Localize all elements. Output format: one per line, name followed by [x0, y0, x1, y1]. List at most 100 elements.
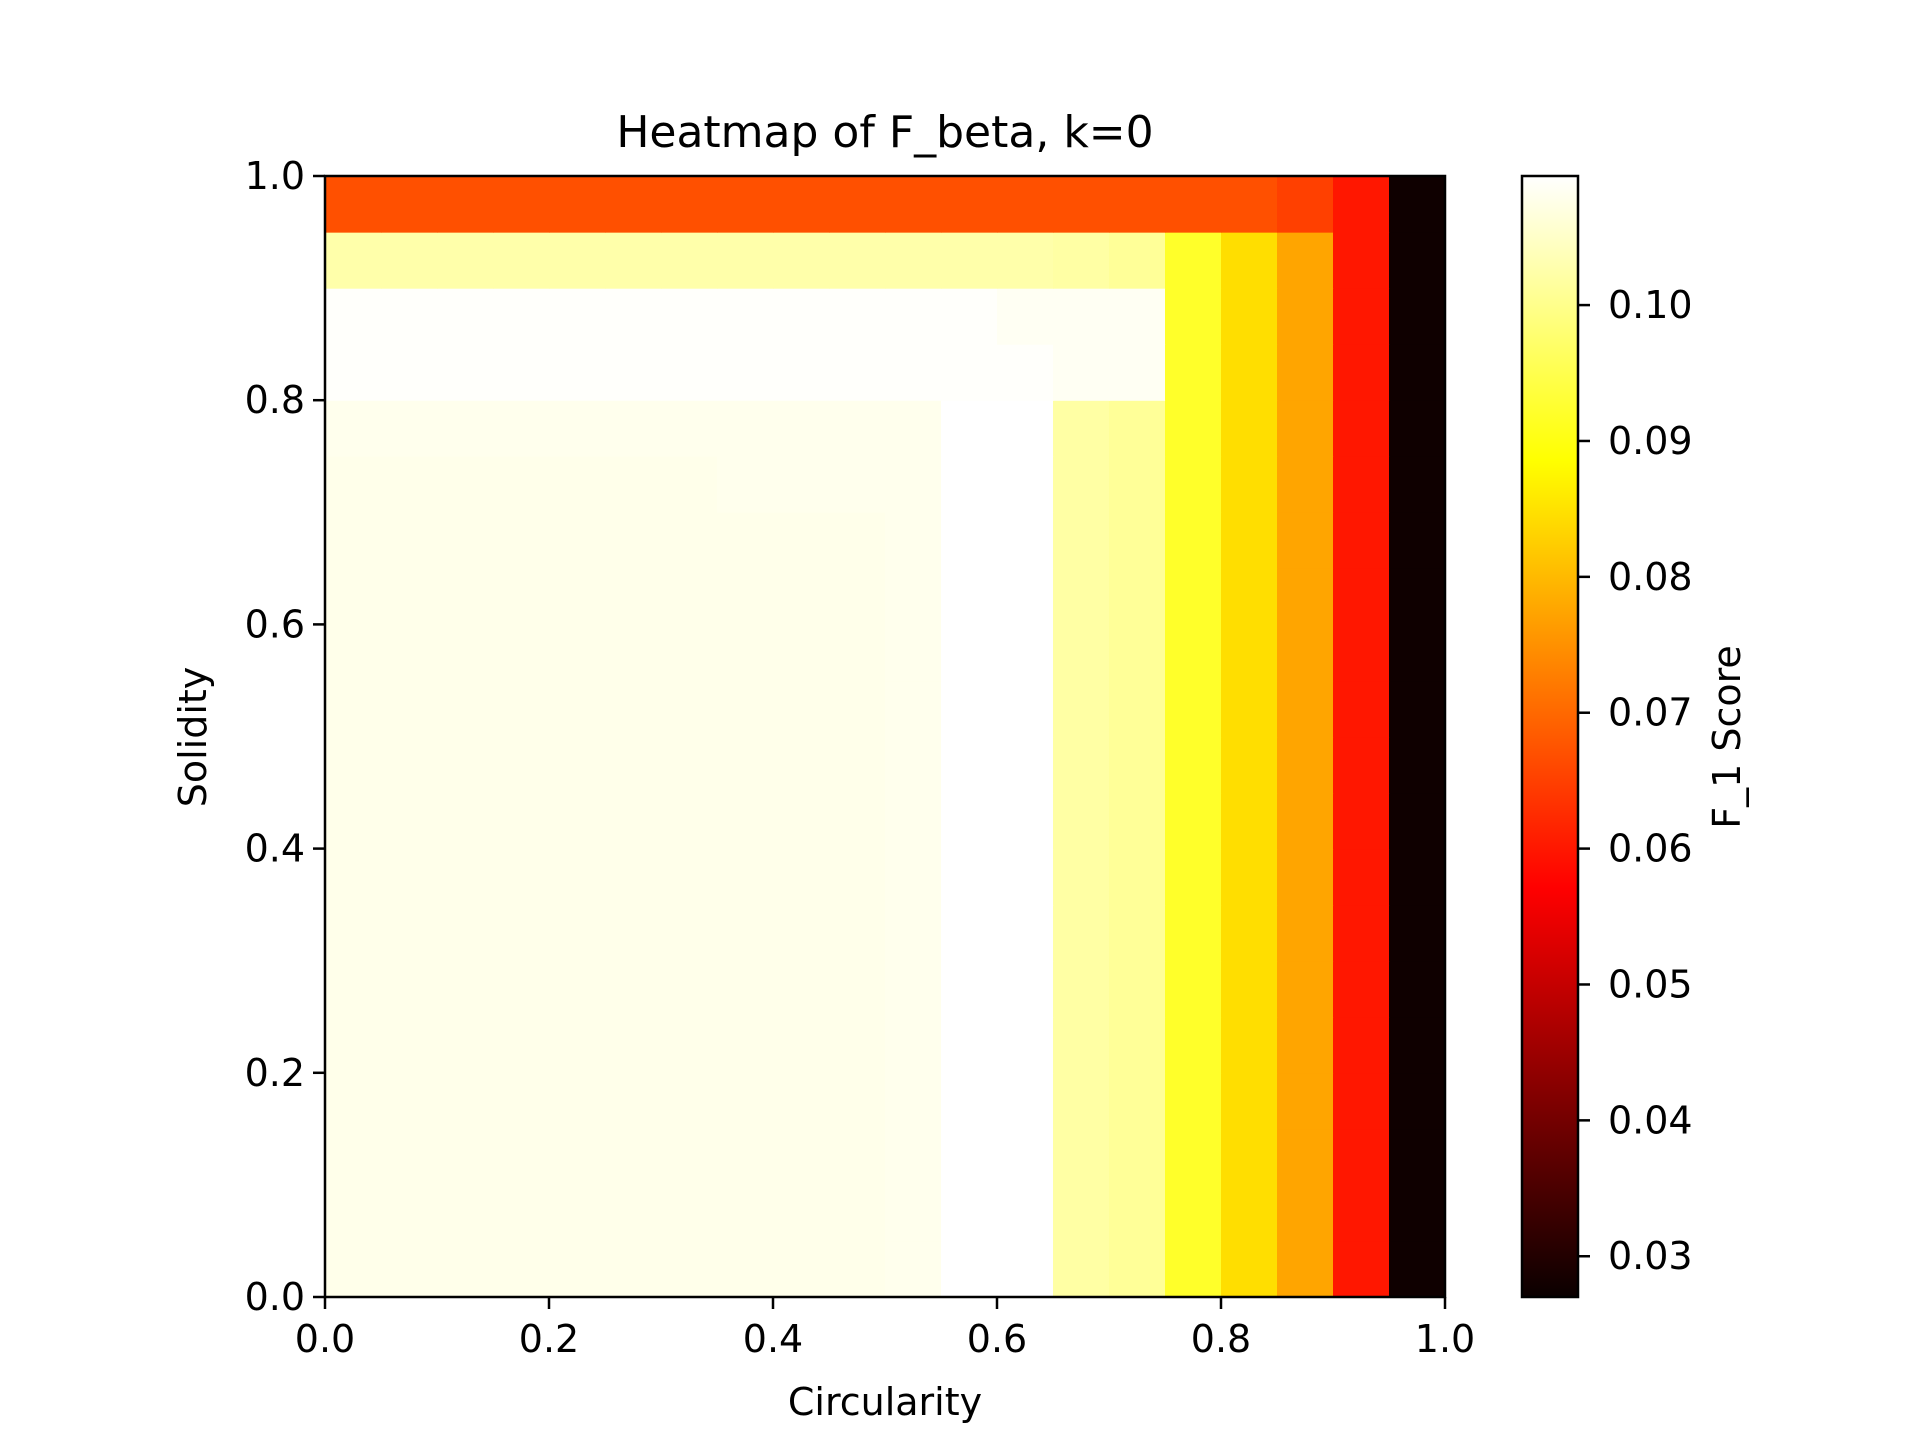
heatmap-cell [661, 232, 718, 289]
y-axis: 0.0 0.2 0.4 0.6 0.8 1.0 [245, 154, 325, 1319]
heatmap-cell [493, 792, 550, 850]
heatmap-cell [437, 848, 494, 906]
heatmap-cell [997, 232, 1054, 289]
heatmap-cell [1053, 1072, 1110, 1130]
heatmap-cell [1221, 624, 1278, 682]
heatmap-cell [717, 960, 774, 1018]
heatmap-cell [1053, 400, 1110, 457]
colorbar-tick-label: 0.06 [1608, 827, 1693, 871]
heatmap-cell [997, 960, 1054, 1018]
heatmap-cell [941, 1240, 998, 1298]
heatmap-cell [885, 792, 942, 850]
heatmap-cell [1389, 680, 1446, 738]
heatmap-cell [1221, 568, 1278, 625]
heatmap-cell [829, 680, 886, 738]
heatmap-cell [549, 624, 606, 682]
heatmap-cell [885, 736, 942, 794]
heatmap-cell [1333, 344, 1390, 401]
heatmap-cell [1333, 456, 1390, 513]
heatmap-cell [1221, 1016, 1278, 1074]
heatmap-cell [605, 400, 662, 457]
heatmap-cell [1221, 960, 1278, 1018]
heatmap-cell [717, 512, 774, 569]
heatmap-cell [941, 288, 998, 345]
heatmap-cell [437, 232, 494, 289]
heatmap-cell [1333, 568, 1390, 625]
heatmap-cell [1109, 176, 1166, 233]
heatmap-cell [1221, 232, 1278, 289]
heatmap-cell [997, 1184, 1054, 1242]
heatmap-cell [325, 848, 382, 906]
heatmap-cell [941, 904, 998, 962]
heatmap-cell [773, 736, 830, 794]
heatmap-cell [437, 680, 494, 738]
heatmap-cell [1053, 1240, 1110, 1298]
heatmap-cell [437, 736, 494, 794]
heatmap-cell [773, 288, 830, 345]
heatmap-cell [1277, 904, 1334, 962]
heatmap-cell [381, 1184, 438, 1242]
x-axis: 0.0 0.2 0.4 0.6 0.8 1.0 [295, 1297, 1475, 1361]
heatmap-cell [661, 288, 718, 345]
heatmap-cell [1109, 904, 1166, 962]
heatmap-cell [1333, 680, 1390, 738]
colorbar-tick-label: 0.07 [1608, 691, 1693, 735]
heatmap-cell [885, 904, 942, 962]
heatmap-cell [437, 960, 494, 1018]
heatmap-cell [661, 1184, 718, 1242]
heatmap-cell [1109, 400, 1166, 457]
heatmap-cell [1053, 680, 1110, 738]
heatmap-cell [1221, 848, 1278, 906]
heatmap-cell [1109, 1072, 1166, 1130]
heatmap-cell [717, 232, 774, 289]
heatmap-cell [829, 400, 886, 457]
heatmap-cell [717, 1128, 774, 1186]
heatmap-cell [381, 736, 438, 794]
heatmap-cell [1333, 1016, 1390, 1074]
heatmap-cell [1053, 176, 1110, 233]
heatmap-cell [381, 288, 438, 345]
heatmap-cell [997, 904, 1054, 962]
heatmap-cell [997, 736, 1054, 794]
heatmap-cell [381, 232, 438, 289]
heatmap-cell [1221, 456, 1278, 513]
heatmap-cell [325, 624, 382, 682]
heatmap-cell [1109, 1016, 1166, 1074]
heatmap-cell [997, 288, 1054, 345]
heatmap-cell [829, 960, 886, 1018]
heatmap-cell [997, 456, 1054, 513]
heatmap-cell [605, 512, 662, 569]
heatmap-cell [997, 400, 1054, 457]
heatmap-cell [1277, 568, 1334, 625]
heatmap-cell [549, 792, 606, 850]
heatmap-cell [885, 848, 942, 906]
heatmap-cell [1389, 624, 1446, 682]
heatmap-cell [997, 176, 1054, 233]
heatmap-cell [1109, 736, 1166, 794]
heatmap-cell [661, 344, 718, 401]
heatmap-cell [941, 512, 998, 569]
heatmap-cell [661, 848, 718, 906]
heatmap-cell [549, 232, 606, 289]
heatmap-cell [1221, 400, 1278, 457]
heatmap-cell [1053, 288, 1110, 345]
heatmap-cell [1165, 568, 1222, 625]
heatmap-cell [325, 680, 382, 738]
heatmap-cell [493, 1128, 550, 1186]
heatmap-cell [605, 848, 662, 906]
heatmap-cell [605, 456, 662, 513]
heatmap-cell [437, 1072, 494, 1130]
heatmap-cell [325, 1128, 382, 1186]
heatmap-cell [1389, 1072, 1446, 1130]
heatmap-cell [997, 1240, 1054, 1298]
heatmap-cell [829, 1128, 886, 1186]
heatmap-cell [717, 904, 774, 962]
heatmap-cell [1165, 736, 1222, 794]
heatmap-cell [941, 1072, 998, 1130]
heatmap-cell [1221, 1128, 1278, 1186]
heatmap-cell [1333, 1240, 1390, 1298]
heatmap-cell [1221, 736, 1278, 794]
heatmap-cell [605, 176, 662, 233]
heatmap-cell [493, 624, 550, 682]
heatmap-cell [325, 568, 382, 625]
